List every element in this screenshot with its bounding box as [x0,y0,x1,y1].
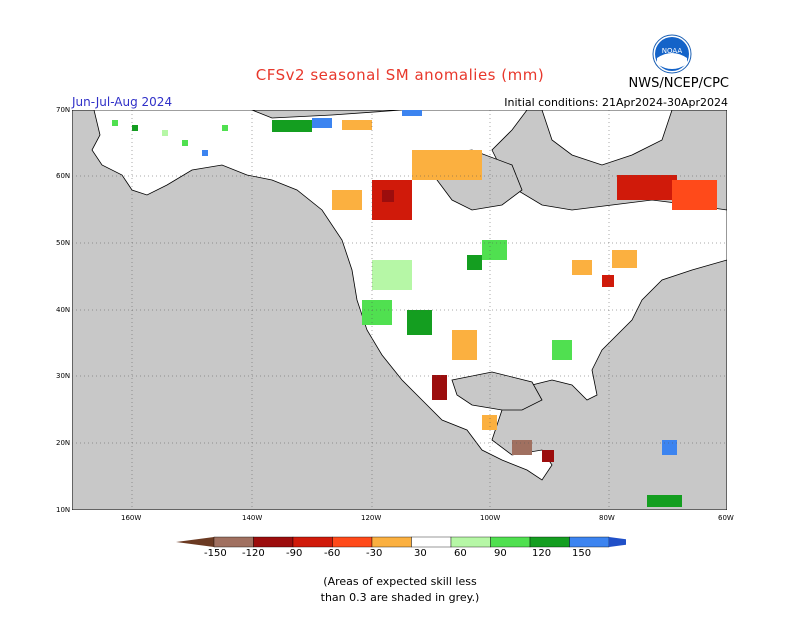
map-canvas [71,109,728,511]
colorbar-segment [253,536,294,548]
colorbar-arrow-right [609,537,626,547]
lat-label-50: 50N [56,239,71,247]
colorbar-segment [490,536,531,548]
greenland-land [541,109,673,166]
colorbar-segment [292,536,333,548]
colorbar-segment [213,536,254,548]
lon-label-140w: 140W [242,514,263,522]
legend-label-4: -30 [366,548,383,559]
lat-label-20: 20N [56,439,71,447]
legend-label-8: 120 [532,548,552,559]
legend-label-3: -60 [324,548,341,559]
legend-label-9: 150 [572,548,592,559]
lon-label-60w: 60W [718,514,734,522]
lon-label-160w: 160W [121,514,142,522]
lat-label-70: 70N [56,106,71,114]
colorbar-segment [332,536,373,548]
skill-note-line1: (Areas of expected skill less [323,575,477,588]
skill-note-line2: than 0.3 are shaded in grey.) [320,591,480,604]
colorbar-arrow-left [176,537,214,547]
legend-label-5: 30 [414,548,427,559]
colorbar-segment [569,536,610,548]
colorbar-segment [411,536,452,548]
season-label: Jun-Jul-Aug 2024 [72,95,173,109]
initial-conditions-label: Initial conditions: 21Apr2024-30Apr2024 [504,96,728,109]
map-title: CFSv2 seasonal SM anomalies (mm) [255,66,545,84]
logo-text: NOAA [662,47,683,55]
legend-label-2: -90 [286,548,303,559]
map-grid [72,110,727,510]
legend-label-6: 60 [454,548,467,559]
lat-label-60: 60N [56,172,71,180]
lon-label-100w: 100W [480,514,501,522]
lat-label-30: 30N [56,372,71,380]
legend-label-0: -150 [204,548,227,559]
lon-label-80w: 80W [599,514,615,522]
colorbar-segment [450,536,491,548]
lat-label-10: 10N [56,506,71,514]
lat-label-40: 40N [56,306,71,314]
anomaly-patches [112,110,717,507]
noaa-logo: NOAA [652,34,692,74]
map-area [71,109,728,511]
legend-label-7: 90 [494,548,507,559]
colorbar-segment [529,536,570,548]
legend-label-1: -120 [242,548,265,559]
gulf-of-mexico [451,371,543,411]
lon-label-120w: 120W [361,514,382,522]
colorbar-segment [371,536,412,548]
agency-label: NWS/NCEP/CPC [628,76,729,91]
colorbar [176,536,626,548]
